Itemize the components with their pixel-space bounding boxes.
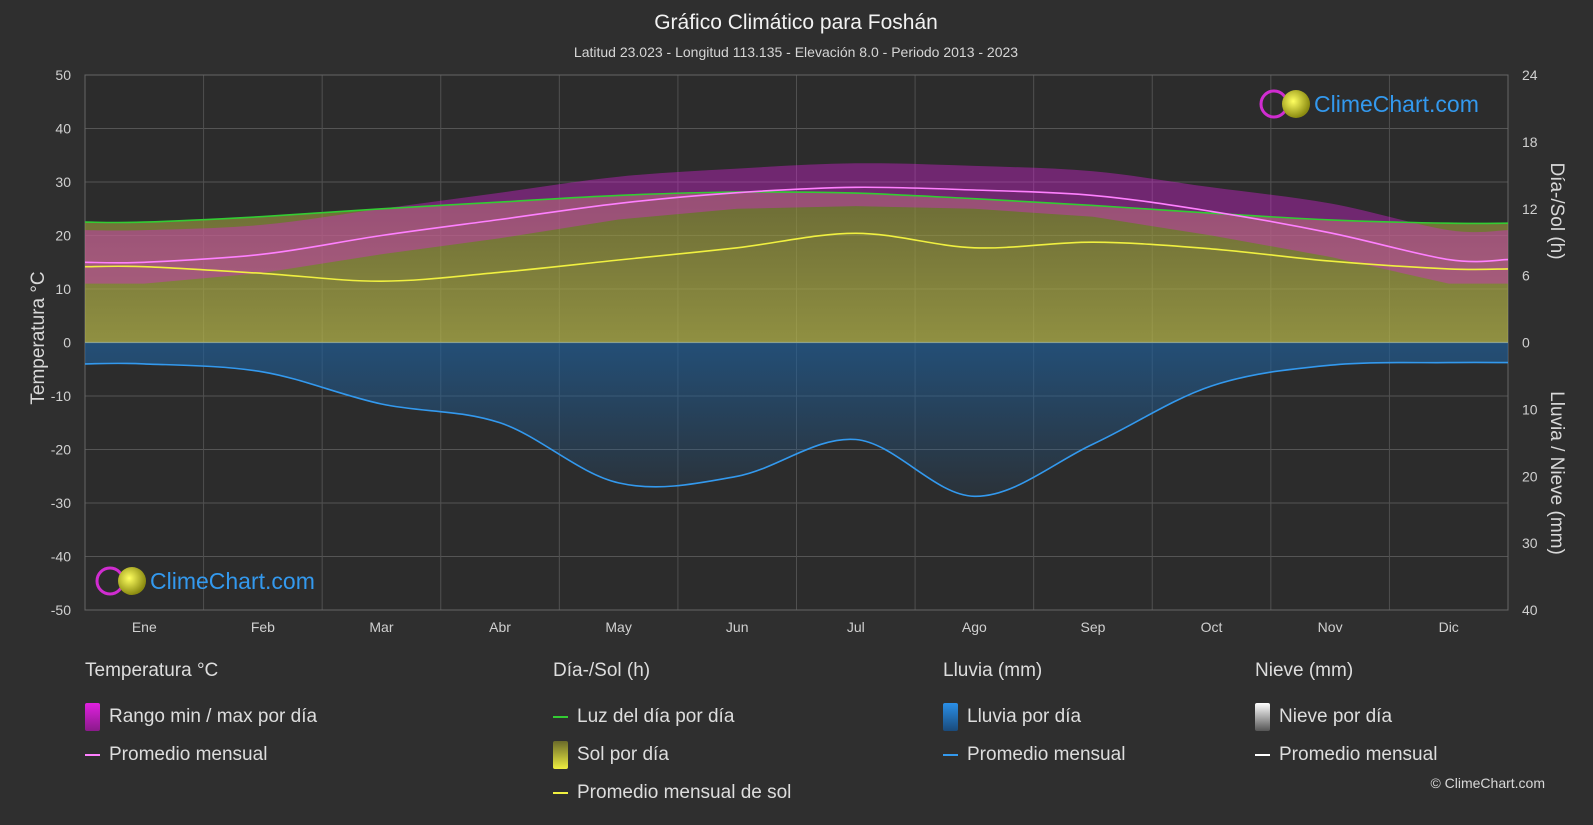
left-tick-label: -40 (51, 549, 71, 565)
legend-title-daylight: Día-/Sol (h) (553, 660, 651, 681)
axis-ticks: 50 40 30 20 10 0 -10 -20 -30 -40 -50 24 18 12 6 0 10 20 30… (51, 67, 1538, 635)
watermark-logo-top: ClimeChart.com (1259, 89, 1479, 119)
left-tick-label: 0 (63, 335, 71, 351)
legend-item-rain: Lluvia por día (967, 706, 1082, 727)
rain-area (85, 342, 1508, 497)
right-bottom-axis-label: Lluvia / Nieve (mm) (1546, 391, 1567, 555)
month-tick-label: Nov (1318, 619, 1343, 635)
right-top-axis-label: Día-/Sol (h) (1546, 162, 1567, 259)
watermark-logo-bottom: ClimeChart.com (95, 566, 315, 596)
watermark-text-top: ClimeChart.com (1314, 91, 1479, 117)
month-tick-label: Feb (251, 619, 275, 635)
chart-subtitle: Latitud 23.023 - Longitud 113.135 - Elev… (574, 44, 1018, 60)
snow-avg-swatch (1255, 754, 1270, 756)
month-tick-label: Mar (369, 619, 393, 635)
month-tick-label: May (605, 619, 631, 635)
month-tick-label: Ene (132, 619, 157, 635)
legend-daylight: Día-/Sol (h) Luz del día por día Sol por… (553, 660, 791, 812)
rain-swatch (943, 703, 958, 731)
sunshine-area (85, 191, 1508, 343)
rain-avg-line (84, 361, 1509, 498)
right-top-tick-label: 24 (1522, 67, 1538, 83)
daylight-swatch (553, 716, 568, 718)
right-top-tick-label: 6 (1522, 268, 1530, 284)
sunshine-avg-swatch (553, 792, 568, 794)
copyright: © ClimeChart.com (1430, 775, 1545, 791)
left-tick-label: 10 (55, 281, 71, 297)
watermark-text-bottom: ClimeChart.com (150, 568, 315, 594)
sunshine-swatch (553, 741, 568, 769)
month-tick-label: Jun (726, 619, 749, 635)
temperature-avg-line (84, 186, 1509, 264)
left-tick-label: 20 (55, 228, 71, 244)
legend-title-temperature: Temperatura °C (85, 660, 219, 681)
legend-snow: Nieve (mm) Nieve por día Promedio mensua… (1255, 660, 1437, 774)
right-bottom-tick-label: 30 (1522, 535, 1538, 551)
snow-swatch (1255, 703, 1270, 731)
month-tick-label: Oct (1201, 619, 1223, 635)
legend-item-rain-avg: Promedio mensual (967, 744, 1126, 765)
legend-item-snow-avg: Promedio mensual (1279, 744, 1438, 765)
month-tick-label: Abr (489, 619, 511, 635)
rain-fill (85, 342, 1508, 497)
legend-item-temp-avg: Promedio mensual (109, 744, 268, 765)
left-axis-label: Temperatura °C (28, 271, 49, 404)
left-tick-label: -10 (51, 388, 71, 404)
legend-item-snow: Nieve por día (1279, 706, 1393, 727)
right-top-tick-label: 12 (1522, 201, 1538, 217)
legend-item-sunshine: Sol por día (577, 744, 669, 765)
temperature-range-band (85, 163, 1508, 284)
left-tick-label: -50 (51, 602, 71, 618)
month-tick-label: Sep (1080, 619, 1105, 635)
logo-sun-icon (1282, 90, 1310, 118)
right-bottom-tick-label: 10 (1522, 401, 1538, 417)
left-tick-label: -30 (51, 495, 71, 511)
right-top-tick-label: 18 (1522, 134, 1538, 150)
legend-item-daylight: Luz del día por día (577, 706, 735, 727)
legend-title-snow: Nieve (mm) (1255, 660, 1354, 681)
chart-title: Gráfico Climático para Foshán (654, 11, 938, 34)
legend-rain: Lluvia (mm) Lluvia por día Promedio mens… (943, 660, 1125, 774)
right-top-tick-label: 0 (1522, 335, 1530, 351)
left-tick-label: -20 (51, 442, 71, 458)
temperature-range-area (85, 163, 1508, 284)
sunshine-daylight-fill (85, 191, 1508, 343)
temp-avg-swatch (85, 754, 100, 756)
average-lines (84, 186, 1509, 498)
month-tick-label: Ago (962, 619, 987, 635)
legend-temperature: Temperatura °C Rango min / max por día P… (85, 660, 317, 774)
daylight-line (84, 191, 1509, 225)
logo-sun-icon (118, 567, 146, 595)
month-tick-label: Jul (847, 619, 865, 635)
right-bottom-tick-label: 20 (1522, 468, 1538, 484)
legend-item-sunshine-avg: Promedio mensual de sol (577, 782, 792, 803)
month-tick-label: Dic (1439, 619, 1459, 635)
left-tick-label: 50 (55, 67, 71, 83)
legend-item-temp-range: Rango min / max por día (109, 706, 318, 727)
right-bottom-tick-label: 40 (1522, 602, 1538, 618)
left-tick-label: 40 (55, 121, 71, 137)
left-tick-label: 30 (55, 174, 71, 190)
rain-avg-swatch (943, 754, 958, 756)
legend-title-rain: Lluvia (mm) (943, 660, 1043, 681)
sunshine-avg-line (84, 232, 1509, 283)
temp-range-swatch (85, 703, 100, 731)
